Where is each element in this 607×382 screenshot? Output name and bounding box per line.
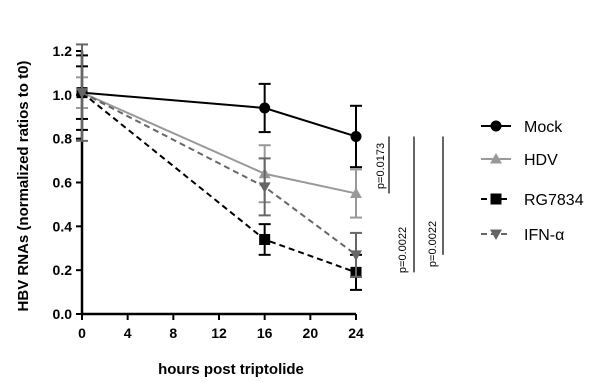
data-point [350,130,362,142]
legend-item: HDV [481,152,558,169]
x-tick-label: 4 [124,325,132,341]
series-line [81,91,357,274]
legend-label: Mock [524,119,563,136]
p-value-label: p=0.0173 [375,143,387,189]
y-tick-label: 1.2 [53,43,73,59]
x-tick-label: 20 [303,325,319,341]
x-tick-label: 0 [78,325,86,341]
series-rg7834 [76,65,362,291]
x-tick-label: 8 [169,325,177,341]
y-tick-label: 0.6 [53,175,73,191]
legend-label: IFN-α [524,227,564,244]
legend-item: Mock [481,119,563,136]
annotation-layer: p=0.0173 p=0.0022 p=0.0022 [375,136,444,273]
p-value-label: p=0.0022 [427,221,439,267]
x-tick-label: 24 [348,325,364,341]
legend-item: IFN-α [481,227,564,244]
y-tick-label: 0.8 [53,131,73,147]
legend-marker [490,120,502,132]
series-hdv [76,76,362,219]
y-tick-label: 0.2 [53,262,73,278]
y-tick-label: 1.0 [53,87,73,103]
data-point [259,233,271,245]
x-tick-label: 12 [211,325,227,341]
series-line [81,91,357,138]
data-point [259,102,271,114]
legend-label: RG7834 [524,192,584,209]
legend-marker [490,229,502,240]
legend: Mock HDV RG7834 IFN-α [481,119,584,244]
legend-marker [490,193,502,205]
series-line [81,91,357,195]
y-axis-label: HBV RNAs (normalized ratios to t0) [15,61,32,312]
series-ifn- [76,43,362,278]
legend-item: RG7834 [481,192,584,209]
data-point [258,182,271,193]
x-tick-label: 16 [257,325,273,341]
y-tick-label: 0.4 [53,218,73,234]
data-point [350,187,362,198]
legend-marker [490,153,502,164]
axes: 0 4 8 12 16 20 24 0.0 0.2 0.4 0.6 0.8 1.0 1.2 [53,43,364,341]
p-value-label: p=0.0022 [397,227,409,273]
data-point [76,88,88,99]
x-axis-label: hours post triptolide [158,361,304,378]
series-line [81,91,357,256]
y-tick-label: 0.0 [53,306,73,322]
legend-label: HDV [524,152,558,169]
series-layer [76,43,362,291]
data-point [350,250,362,261]
